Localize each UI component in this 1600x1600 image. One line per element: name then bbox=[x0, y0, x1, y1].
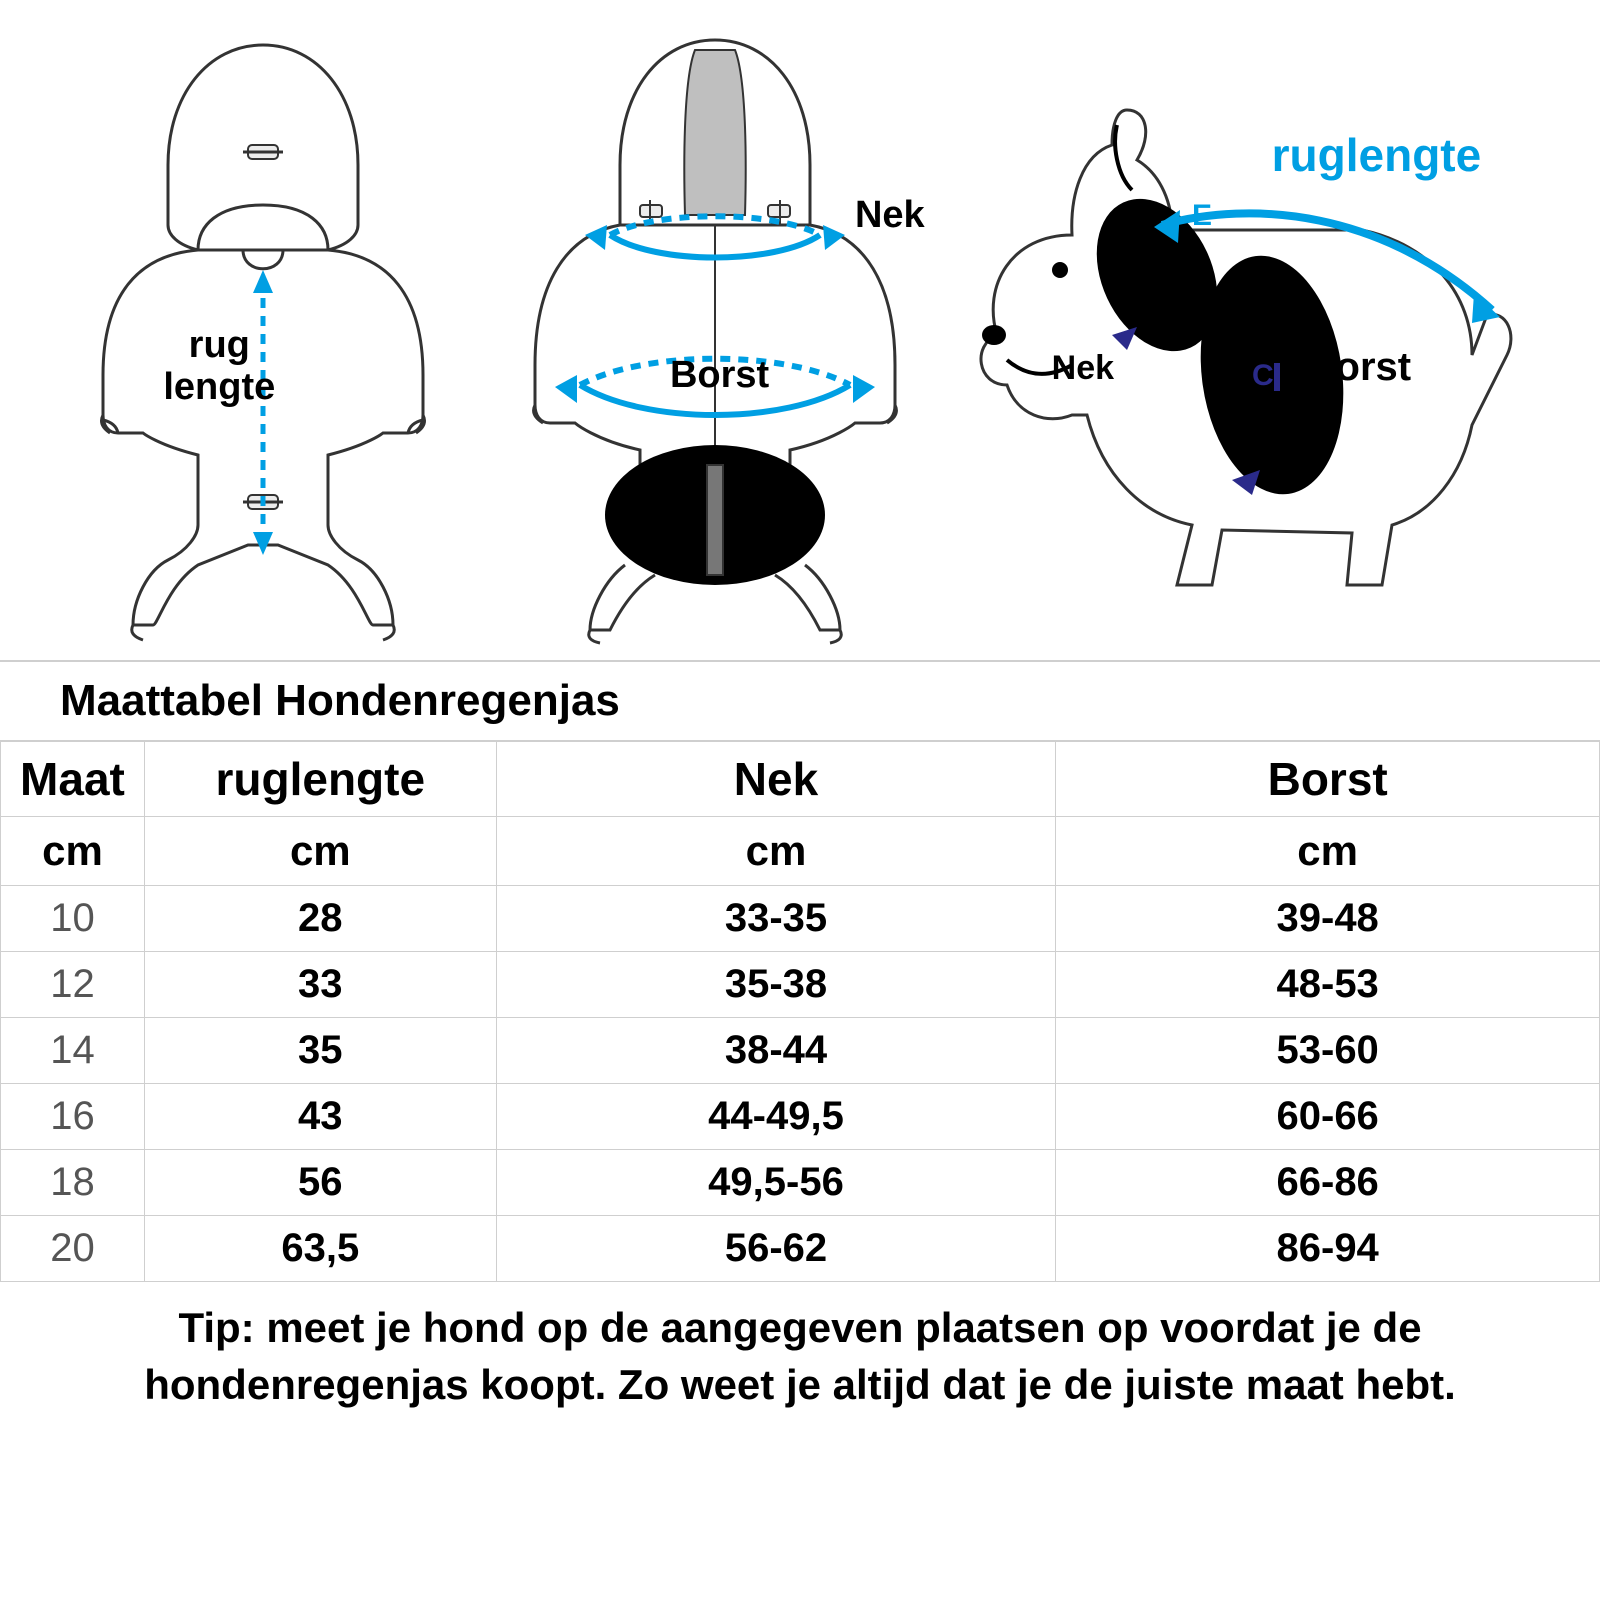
table-row: 143538-4453-60 bbox=[1, 1018, 1600, 1084]
table-cell: 49,5-56 bbox=[496, 1150, 1056, 1216]
table-cell: 12 bbox=[1, 952, 145, 1018]
back-coat-svg bbox=[495, 25, 935, 645]
diagram-dog: E C ruglengte Nek Borst bbox=[952, 55, 1552, 615]
table-cell: 53-60 bbox=[1056, 1018, 1600, 1084]
table-row: 102833-3539-48 bbox=[1, 886, 1600, 952]
table-cell: 18 bbox=[1, 1150, 145, 1216]
unit-borst: cm bbox=[1056, 817, 1600, 886]
size-table-section: Maattabel Hondenregenjas Maat ruglengte … bbox=[0, 660, 1600, 1282]
table-cell: 16 bbox=[1, 1084, 145, 1150]
label-borst: Borst bbox=[670, 355, 769, 397]
table-title: Maattabel Hondenregenjas bbox=[0, 662, 1600, 741]
table-cell: 39-48 bbox=[1056, 886, 1600, 952]
table-cell: 33-35 bbox=[496, 886, 1056, 952]
col-header-nek: Nek bbox=[496, 742, 1056, 817]
table-row: 164344-49,560-66 bbox=[1, 1084, 1600, 1150]
table-cell: 86-94 bbox=[1056, 1216, 1600, 1282]
col-header-rug: ruglengte bbox=[144, 742, 496, 817]
diagram-front-view: rug lengte bbox=[48, 25, 478, 645]
diagram-row: rug lengte bbox=[0, 0, 1600, 660]
table-cell: 66-86 bbox=[1056, 1150, 1600, 1216]
diagram-back-view: Nek Borst bbox=[495, 25, 935, 645]
table-row: 2063,556-6286-94 bbox=[1, 1216, 1600, 1282]
tip-text: Tip: meet je hond op de aangegeven plaat… bbox=[0, 1282, 1600, 1443]
marker-c: C bbox=[1252, 359, 1274, 392]
label-dog-borst: Borst bbox=[1307, 345, 1411, 389]
table-cell: 35-38 bbox=[496, 952, 1056, 1018]
table-cell: 10 bbox=[1, 886, 145, 952]
table-cell: 43 bbox=[144, 1084, 496, 1150]
col-header-maat: Maat bbox=[1, 742, 145, 817]
label-rug-line1: rug bbox=[189, 324, 250, 366]
label-nek: Nek bbox=[855, 195, 925, 237]
unit-rug: cm bbox=[144, 817, 496, 886]
table-cell: 44-49,5 bbox=[496, 1084, 1056, 1150]
table-unit-row: cm cm cm cm bbox=[1, 817, 1600, 886]
table-cell: 60-66 bbox=[1056, 1084, 1600, 1150]
table-cell: 20 bbox=[1, 1216, 145, 1282]
label-ruglengte: ruglengte bbox=[1272, 130, 1482, 181]
table-cell: 56 bbox=[144, 1150, 496, 1216]
table-cell: 48-53 bbox=[1056, 952, 1600, 1018]
table-cell: 38-44 bbox=[496, 1018, 1056, 1084]
unit-maat: cm bbox=[1, 817, 145, 886]
table-cell: 35 bbox=[144, 1018, 496, 1084]
label-dog-nek: Nek bbox=[1052, 350, 1114, 387]
table-header-row: Maat ruglengte Nek Borst bbox=[1, 742, 1600, 817]
table-body: 102833-3539-48123335-3848-53143538-4453-… bbox=[1, 886, 1600, 1282]
table-cell: 28 bbox=[144, 886, 496, 952]
table-row: 123335-3848-53 bbox=[1, 952, 1600, 1018]
marker-e: E bbox=[1192, 199, 1212, 232]
unit-nek: cm bbox=[496, 817, 1056, 886]
table-cell: 63,5 bbox=[144, 1216, 496, 1282]
label-rug-lengte: rug lengte bbox=[163, 325, 275, 409]
table-cell: 56-62 bbox=[496, 1216, 1056, 1282]
table-cell: 14 bbox=[1, 1018, 145, 1084]
table-row: 185649,5-5666-86 bbox=[1, 1150, 1600, 1216]
table-cell: 33 bbox=[144, 952, 496, 1018]
col-header-borst: Borst bbox=[1056, 742, 1600, 817]
label-rug-line2: lengte bbox=[163, 366, 275, 408]
size-table: Maat ruglengte Nek Borst cm cm cm cm 102… bbox=[0, 741, 1600, 1282]
